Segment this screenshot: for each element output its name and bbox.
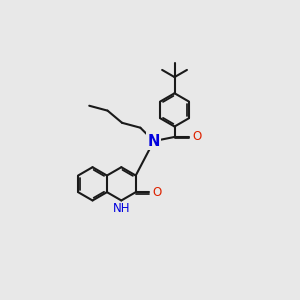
Text: NH: NH <box>112 202 130 215</box>
Text: O: O <box>192 130 201 143</box>
Text: O: O <box>152 186 161 199</box>
Text: N: N <box>148 134 160 148</box>
